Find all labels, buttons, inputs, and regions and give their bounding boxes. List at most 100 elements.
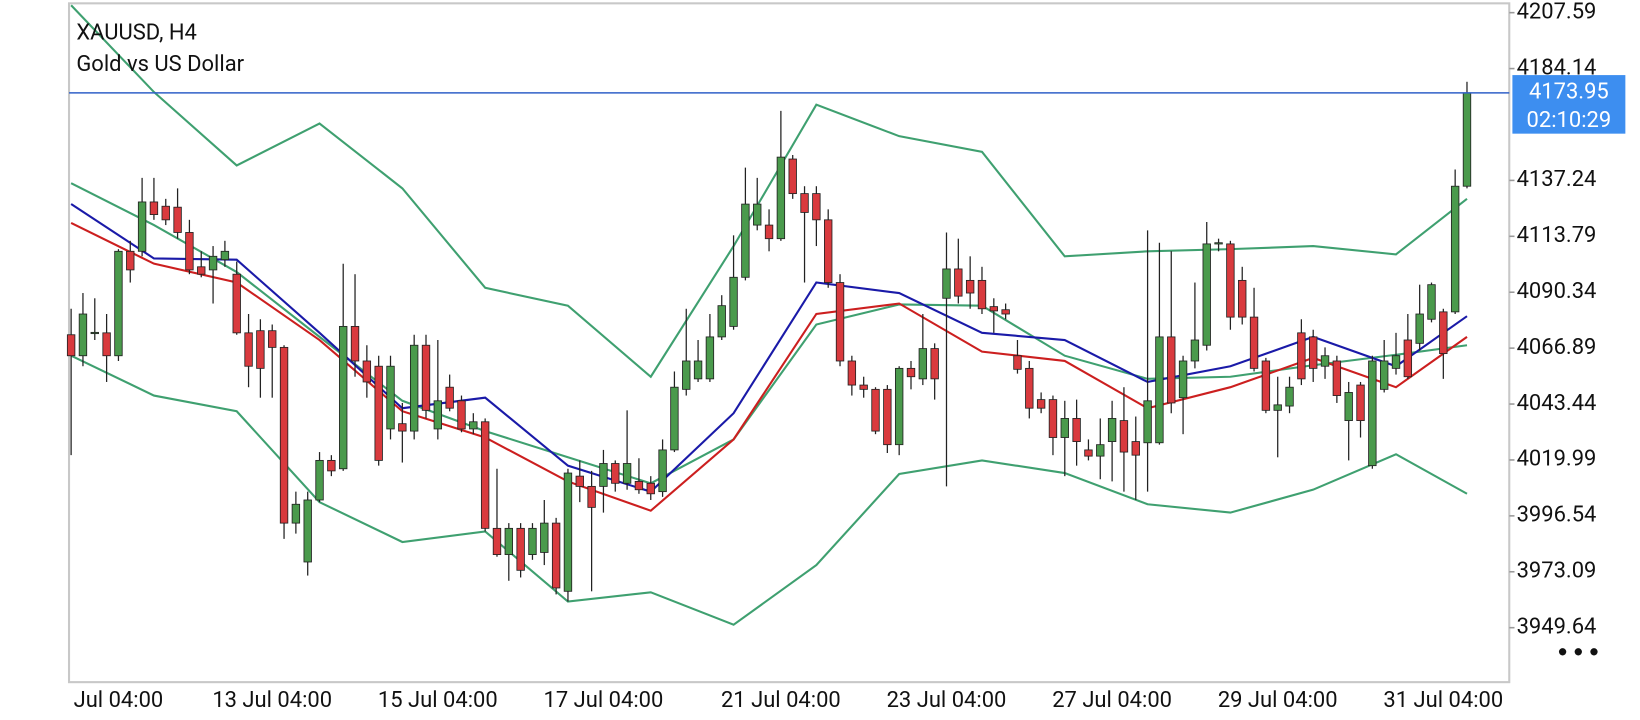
x-tick-label: 23 Jul 04:00: [887, 688, 1007, 713]
candle-body: [551, 522, 561, 589]
candle-body: [457, 400, 466, 430]
candle-body: [1450, 185, 1460, 313]
candle-body: [1273, 404, 1282, 411]
candle-body: [1155, 336, 1164, 444]
candle-body: [1001, 309, 1010, 315]
candle-body: [398, 423, 407, 432]
marks: [66, 4, 1472, 626]
candle-body: [149, 201, 159, 216]
candle-body: [1368, 360, 1377, 467]
candle-body: [883, 388, 892, 446]
candle-body: [1344, 392, 1353, 422]
y-tick-label: 4043.44: [1517, 391, 1597, 416]
candle-body: [859, 384, 868, 390]
candle-body: [622, 463, 632, 484]
candle-body: [1297, 332, 1306, 380]
y-tick-label: 3973.09: [1517, 559, 1597, 584]
candle-body: [339, 325, 348, 470]
candle-body: [788, 158, 797, 195]
candle-body: [173, 206, 182, 233]
more-menu[interactable]: [1558, 648, 1598, 656]
candle-body: [433, 400, 443, 430]
candle-body: [137, 201, 147, 252]
candle-body: [492, 527, 502, 556]
indicator-line: [70, 222, 1468, 512]
candle-body: [197, 266, 206, 275]
candle-body: [161, 205, 170, 221]
candle-body: [327, 459, 336, 472]
candle-body: [1439, 311, 1448, 355]
candle-body: [1462, 92, 1472, 187]
indicator-line: [70, 4, 1468, 379]
x-tick-label: 29 Jul 04:00: [1218, 688, 1338, 713]
current-price-label: 4173.95: [1529, 80, 1609, 105]
candle-body: [469, 421, 478, 430]
y-tick-label: 4137.24: [1517, 167, 1597, 192]
candle-body: [1178, 360, 1188, 399]
candle-body: [764, 224, 774, 240]
x-tick-label: 15 Jul 04:00: [378, 688, 498, 713]
menu-dot: [1558, 648, 1567, 656]
candle-body: [185, 232, 194, 271]
candle-body: [409, 344, 419, 432]
menu-dot: [1574, 648, 1582, 656]
y-tick-label: 4113.79: [1517, 223, 1597, 248]
candle-body: [386, 365, 395, 430]
candle-body: [611, 463, 620, 484]
candle-body: [1427, 284, 1436, 320]
candle-body: [847, 360, 857, 386]
candle-body: [1107, 418, 1117, 442]
indicator-line: [70, 182, 1468, 485]
x-tick-label: 21 Jul 04:00: [721, 688, 841, 713]
candle-body: [1261, 360, 1271, 411]
candle-body: [279, 346, 289, 524]
price-label-box: [1512, 75, 1626, 134]
candle-body: [1060, 418, 1069, 438]
candle-body: [528, 527, 537, 556]
candle-body: [315, 459, 324, 501]
candle-body: [741, 203, 750, 278]
candle-body: [871, 388, 880, 432]
candle-body: [682, 360, 691, 390]
candle-body: [1320, 355, 1330, 367]
candle-body: [587, 485, 596, 508]
bar-timer: 02:10:29: [1527, 108, 1612, 133]
candle-body: [114, 250, 123, 357]
candle-body: [693, 360, 703, 380]
candle-body: [1048, 399, 1058, 438]
candle-body: [1131, 441, 1140, 456]
y-tick-label: 3949.64: [1517, 614, 1597, 639]
candle-body: [374, 365, 383, 461]
indicator-line: [70, 203, 1468, 493]
candle-body: [1403, 339, 1413, 378]
candle-body: [729, 276, 738, 327]
candle-body: [1214, 242, 1223, 245]
candle-body: [504, 527, 513, 556]
candle-body: [291, 503, 301, 524]
candle-body: [1249, 316, 1259, 369]
y-tick-label: 3996.54: [1517, 503, 1597, 528]
chart-title: XAUUSD, H4: [76, 20, 197, 45]
candle-body: [1226, 243, 1235, 318]
candle-body: [812, 193, 821, 221]
candle-body: [658, 449, 667, 493]
x-tick-label: 27 Jul 04:00: [1052, 688, 1172, 713]
candle-body: [977, 279, 987, 310]
candle-body: [1202, 243, 1211, 346]
candle-body: [78, 313, 88, 357]
candle-body: [634, 480, 644, 491]
candle-body: [1084, 449, 1093, 457]
candle-body: [208, 255, 218, 271]
candle-body: [1332, 360, 1342, 396]
candle-body: [1391, 355, 1401, 369]
candle-body: [232, 273, 241, 334]
candle-body: [1238, 279, 1247, 318]
y-tick-label: 4019.99: [1517, 447, 1597, 472]
candle-body: [918, 348, 928, 380]
candle-body: [1356, 384, 1365, 422]
candle-body: [1013, 355, 1022, 370]
candle-body: [800, 193, 809, 213]
candle-body: [1025, 367, 1034, 409]
